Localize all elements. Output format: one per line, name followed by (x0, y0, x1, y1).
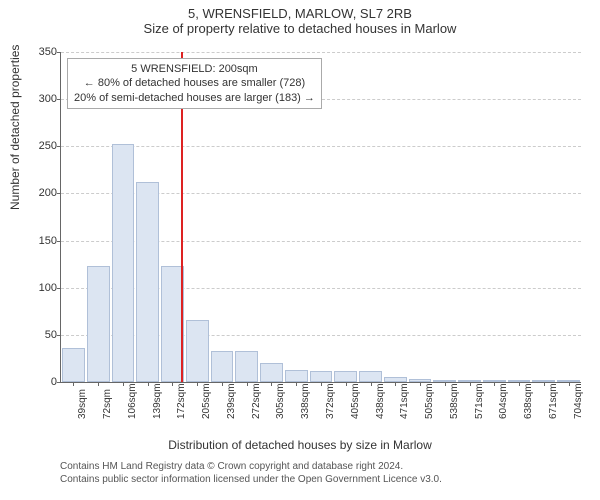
xtick-mark (494, 382, 495, 386)
footnote: Contains HM Land Registry data © Crown c… (60, 460, 442, 486)
xtick-mark (73, 382, 74, 386)
xtick-label: 305sqm (275, 383, 286, 419)
histogram-bar (211, 351, 234, 382)
ytick-mark (57, 146, 61, 147)
ytick-mark (57, 99, 61, 100)
histogram-bar (359, 371, 382, 382)
ytick-label: 200 (25, 187, 57, 199)
ytick-label: 0 (25, 376, 57, 388)
xtick-mark (420, 382, 421, 386)
xtick-mark (172, 382, 173, 386)
y-axis-label: Number of detached properties (8, 45, 22, 210)
footnote-line2: Contains public sector information licen… (60, 473, 442, 486)
x-axis-label: Distribution of detached houses by size … (0, 438, 600, 452)
ytick-label: 250 (25, 140, 57, 152)
xtick-label: 604sqm (498, 383, 509, 419)
histogram-bar (136, 182, 159, 382)
ytick-mark (57, 335, 61, 336)
xtick-mark (470, 382, 471, 386)
xtick-label: 438sqm (375, 383, 386, 419)
xtick-label: 704sqm (573, 383, 584, 419)
xtick-label: 239sqm (226, 383, 237, 419)
xtick-label: 671sqm (548, 383, 559, 419)
ytick-mark (57, 241, 61, 242)
xtick-label: 39sqm (77, 389, 88, 419)
histogram-bar (334, 371, 357, 382)
chart-subtitle: Size of property relative to detached ho… (0, 21, 600, 36)
xtick-mark (222, 382, 223, 386)
xtick-mark (98, 382, 99, 386)
histogram-bar (235, 351, 258, 382)
histogram-bar (112, 144, 135, 382)
xtick-mark (346, 382, 347, 386)
xtick-mark (148, 382, 149, 386)
xtick-mark (197, 382, 198, 386)
xtick-label: 471sqm (399, 383, 410, 419)
xtick-label: 205sqm (201, 383, 212, 419)
xtick-mark (569, 382, 570, 386)
xtick-label: 72sqm (102, 389, 113, 419)
chart-title: 5, WRENSFIELD, MARLOW, SL7 2RB (0, 0, 600, 21)
xtick-mark (123, 382, 124, 386)
xtick-label: 106sqm (127, 383, 138, 419)
plot-area: 05010015020025030035039sqm72sqm106sqm139… (60, 52, 581, 383)
xtick-label: 538sqm (449, 383, 460, 419)
xtick-mark (544, 382, 545, 386)
xtick-mark (395, 382, 396, 386)
annotation-line1: 5 WRENSFIELD: 200sqm (74, 62, 315, 76)
xtick-label: 338sqm (300, 383, 311, 419)
xtick-mark (371, 382, 372, 386)
histogram-bar (285, 370, 308, 382)
xtick-label: 571sqm (474, 383, 485, 419)
ytick-label: 100 (25, 282, 57, 294)
annotation-box: 5 WRENSFIELD: 200sqm ← 80% of detached h… (67, 58, 322, 109)
histogram-bar (87, 266, 110, 382)
footnote-line1: Contains HM Land Registry data © Crown c… (60, 460, 442, 473)
gridline (61, 146, 581, 147)
xtick-label: 139sqm (152, 383, 163, 419)
xtick-label: 272sqm (251, 383, 262, 419)
xtick-mark (247, 382, 248, 386)
xtick-label: 638sqm (523, 383, 534, 419)
annotation-line3: 20% of semi-detached houses are larger (… (74, 91, 315, 105)
xtick-mark (296, 382, 297, 386)
ytick-mark (57, 288, 61, 289)
xtick-mark (445, 382, 446, 386)
xtick-mark (271, 382, 272, 386)
xtick-mark (519, 382, 520, 386)
xtick-label: 505sqm (424, 383, 435, 419)
ytick-label: 350 (25, 46, 57, 58)
histogram-bar (260, 363, 283, 382)
ytick-mark (57, 382, 61, 383)
xtick-mark (321, 382, 322, 386)
histogram-bar (62, 348, 85, 382)
annotation-line2: ← 80% of detached houses are smaller (72… (74, 76, 315, 90)
xtick-label: 172sqm (176, 383, 187, 419)
histogram-bar (310, 371, 333, 382)
gridline (61, 52, 581, 53)
histogram-bar (186, 320, 209, 382)
xtick-label: 372sqm (325, 383, 336, 419)
ytick-label: 150 (25, 235, 57, 247)
xtick-label: 405sqm (350, 383, 361, 419)
ytick-mark (57, 52, 61, 53)
ytick-label: 300 (25, 93, 57, 105)
chart-container: 5, WRENSFIELD, MARLOW, SL7 2RB Size of p… (0, 0, 600, 500)
ytick-mark (57, 193, 61, 194)
ytick-label: 50 (25, 329, 57, 341)
